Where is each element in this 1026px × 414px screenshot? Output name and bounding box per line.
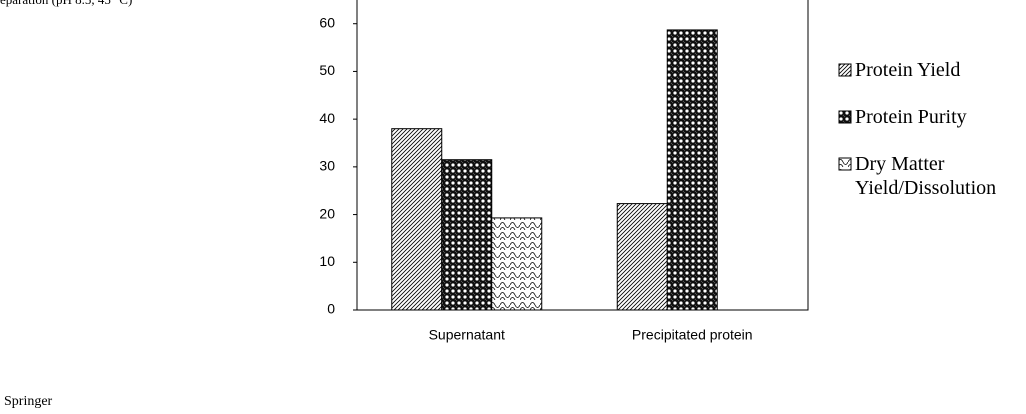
y-tick-label: 0	[327, 301, 335, 317]
legend-swatch-box	[838, 157, 852, 171]
y-tick-label: 40	[319, 110, 335, 126]
x-tick-label: Precipitated protein	[632, 327, 753, 343]
bar	[616, 203, 668, 311]
x-tick-label: Supernatant	[429, 327, 505, 343]
y-tick-label: 60	[319, 14, 335, 30]
legend-label: Protein Purity	[855, 106, 967, 128]
legend-swatch-box	[838, 63, 852, 77]
plot-frame	[356, 0, 809, 311]
legend-swatch	[838, 110, 852, 124]
legend: Protein Yield Protein Purity Dry Matter Yi…	[838, 58, 1026, 223]
y-tick-label: 50	[319, 62, 335, 78]
legend-item: Protein Yield	[838, 58, 1026, 82]
legend-swatch-box	[838, 110, 852, 124]
legend-swatch	[838, 63, 852, 77]
y-tick-label: 30	[319, 158, 335, 174]
bar	[491, 217, 543, 311]
bar	[391, 128, 443, 311]
legend-item: Protein Purity	[838, 105, 1026, 129]
y-tick-label: 20	[319, 205, 335, 221]
bar	[441, 159, 493, 311]
legend-item: Dry Matter Yield/Dissolution	[838, 152, 1026, 200]
y-tick-label: 10	[319, 253, 335, 269]
legend-label: Dry Matter Yield/Dissolution	[855, 153, 997, 199]
legend-swatch	[838, 157, 852, 171]
legend-label: Protein Yield	[855, 59, 961, 81]
bar	[666, 29, 718, 311]
caption-fragment: eparation (pH 8.5, 45 °C)	[0, 0, 132, 8]
publisher: Springer	[4, 394, 53, 409]
